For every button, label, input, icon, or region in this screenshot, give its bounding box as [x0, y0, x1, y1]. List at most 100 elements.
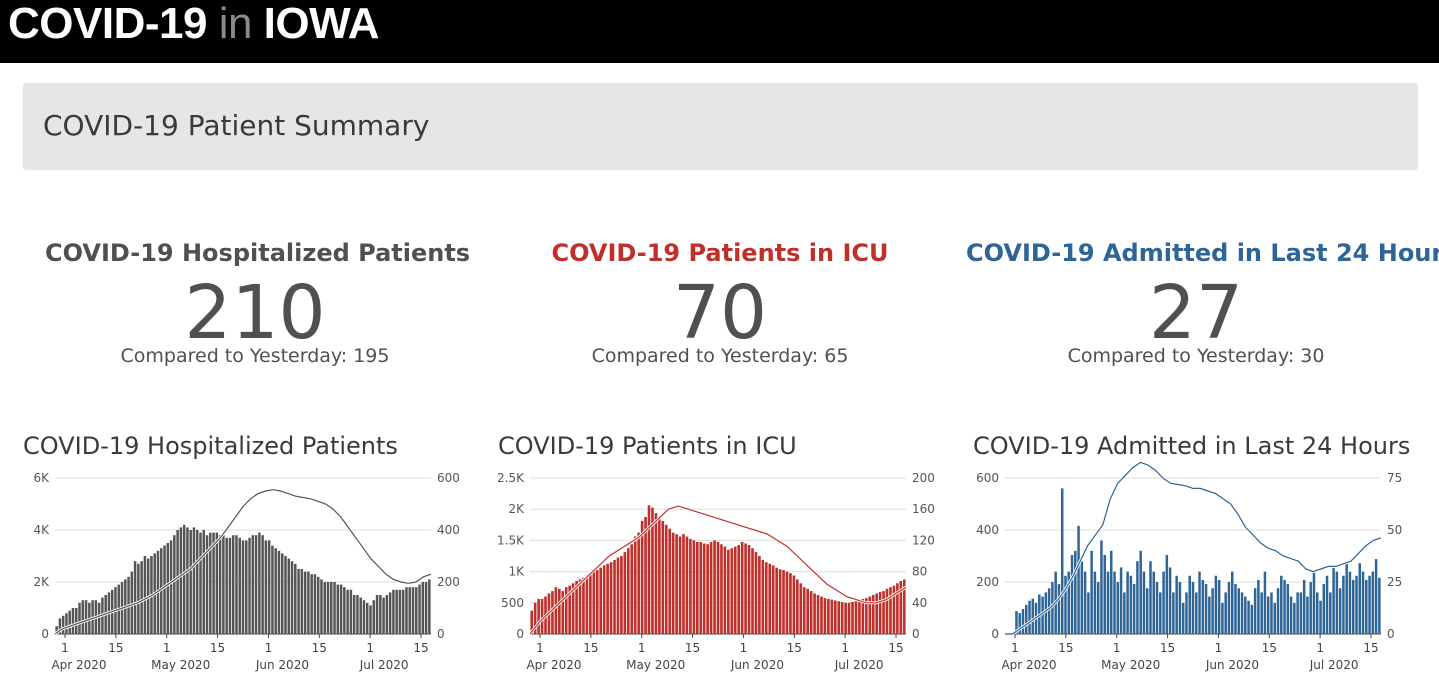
- bar: [1067, 571, 1070, 634]
- y-right-tick-label: 400: [437, 523, 460, 537]
- bar: [160, 548, 163, 634]
- bar: [1090, 550, 1093, 634]
- bar: [186, 527, 189, 634]
- bar: [1286, 584, 1290, 634]
- kpi-value: 70: [672, 270, 768, 356]
- bar: [602, 565, 606, 634]
- bar: [861, 598, 865, 634]
- y-left-tick-label: 1.5K: [497, 533, 525, 547]
- bar: [261, 535, 264, 634]
- x-day-tick-label: 1: [265, 641, 273, 655]
- bar: [558, 588, 561, 634]
- bar: [827, 598, 830, 634]
- y-left-tick-label: 2.5K: [497, 471, 525, 485]
- bar: [333, 582, 336, 634]
- bar: [418, 584, 421, 634]
- site-logo[interactable]: COVID-19 in IOWA: [8, 0, 380, 48]
- bar: [356, 595, 359, 634]
- y-right-tick-label: 0: [1387, 627, 1395, 641]
- bar: [1365, 579, 1368, 634]
- bar: [274, 548, 277, 634]
- bar: [1110, 550, 1113, 634]
- bar: [55, 626, 58, 634]
- bar: [1247, 600, 1250, 634]
- chart-svg[interactable]: 0 500 1K 1.5K 2K 2.5K 0 40 80 120 160 200 1 15 1 15 1 15 1…: [497, 468, 938, 678]
- bar: [346, 589, 349, 634]
- bar: [1198, 571, 1201, 634]
- kpi-title: COVID-19 Patients in ICU: [551, 239, 889, 267]
- bar: [664, 524, 668, 634]
- bar: [764, 562, 768, 634]
- bar: [1342, 575, 1345, 634]
- bar: [1145, 588, 1149, 634]
- trend-line: [529, 505, 907, 635]
- page-title: COVID-19 Patient Summary: [43, 109, 430, 142]
- bar: [533, 602, 537, 634]
- bar: [428, 579, 431, 634]
- x-day-tick-label: 15: [888, 641, 903, 655]
- bar: [1299, 592, 1303, 634]
- x-month-label: Jun 2020: [730, 658, 784, 672]
- bar: [561, 591, 565, 634]
- bar: [1348, 571, 1352, 634]
- bar: [875, 593, 878, 634]
- bar: [375, 595, 379, 634]
- kpi-compare: Compared to Yesterday: 65: [591, 345, 849, 367]
- y-left-tick-label: 600: [976, 471, 999, 485]
- x-day-tick-label: 15: [413, 641, 428, 655]
- bar: [71, 608, 75, 634]
- y-right-tick-label: 0: [912, 627, 920, 641]
- bar: [671, 532, 675, 634]
- bar: [176, 530, 179, 634]
- bar: [61, 615, 65, 634]
- x-day-tick-label: 15: [312, 641, 327, 655]
- chart-hospitalized: COVID-19 Hospitalized Patients 0 2K 4K 6K 0 2…: [23, 432, 463, 682]
- bar: [785, 571, 789, 634]
- bar: [1162, 571, 1165, 634]
- kpi-icu: COVID-19 Patients in ICU 70 Compared to …: [510, 235, 930, 367]
- bar: [613, 559, 616, 634]
- bar: [1283, 579, 1286, 634]
- bar: [1152, 571, 1156, 634]
- bar: [678, 536, 682, 634]
- bar: [1126, 571, 1129, 634]
- bar: [411, 587, 415, 634]
- bar: [163, 545, 166, 634]
- bar: [689, 538, 692, 634]
- bar: [133, 561, 137, 634]
- bar: [802, 587, 806, 634]
- bar: [320, 579, 323, 634]
- bar: [1195, 592, 1198, 634]
- bar: [388, 592, 392, 634]
- bar: [349, 589, 353, 634]
- bar: [1025, 604, 1028, 634]
- bar: [65, 613, 68, 634]
- y-left-tick-label: 4K: [33, 523, 50, 537]
- y-right-tick-label: 120: [912, 533, 935, 547]
- bar: [212, 532, 215, 634]
- bar: [775, 567, 778, 634]
- bar: [1178, 582, 1182, 634]
- bar: [254, 535, 258, 634]
- bar: [1100, 540, 1103, 634]
- bar: [225, 537, 228, 634]
- bar: [1159, 592, 1162, 634]
- bar: [179, 527, 183, 634]
- bar: [1227, 582, 1231, 634]
- bar: [1250, 604, 1254, 634]
- bar: [620, 556, 623, 634]
- bar: [1374, 559, 1378, 634]
- bar: [702, 543, 706, 634]
- kpi-hospitalized: COVID-19 Hospitalized Patients 210 Compa…: [45, 235, 470, 367]
- bar: [1208, 596, 1211, 634]
- bar: [682, 534, 685, 634]
- bar: [716, 541, 720, 634]
- bar: [192, 527, 196, 634]
- bar: [1371, 571, 1375, 634]
- x-day-tick-label: 15: [583, 641, 598, 655]
- bar: [1185, 592, 1188, 634]
- bar: [1316, 592, 1319, 634]
- x-month-label: Jun 2020: [1205, 658, 1259, 672]
